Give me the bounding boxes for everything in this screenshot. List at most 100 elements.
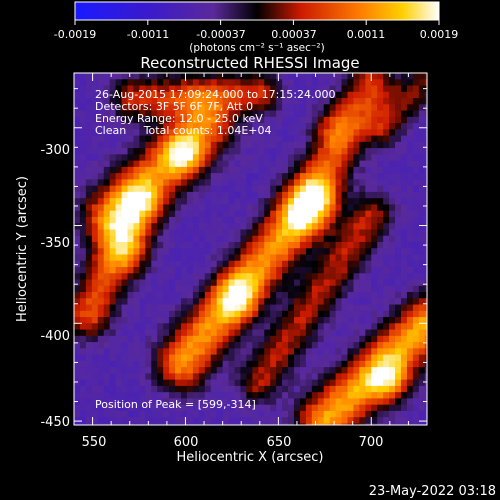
- heatmap-cell: [228, 216, 236, 224]
- heatmap-cell: [252, 285, 259, 293]
- heatmap-cell: [371, 198, 378, 206]
- heatmap-cell: [222, 129, 230, 137]
- heatmap-cell: [175, 379, 182, 387]
- heatmap-cell: [85, 173, 93, 180]
- heatmap-cell: [234, 292, 242, 299]
- y-tick-label: -450: [40, 415, 70, 430]
- heatmap-cell: [395, 110, 402, 118]
- heatmap-cell: [91, 323, 99, 331]
- footer-date: 23-May-2022 03:18: [369, 484, 496, 499]
- heatmap-cell: [258, 298, 265, 306]
- heatmap-cell: [246, 173, 253, 180]
- heatmap-cell: [103, 342, 111, 349]
- heatmap-cell: [192, 98, 200, 105]
- heatmap-cell: [305, 123, 313, 130]
- heatmap-cell: [293, 160, 301, 168]
- heatmap-cell: [371, 285, 378, 293]
- heatmap-cell: [192, 285, 200, 293]
- heatmap-cell: [85, 304, 93, 312]
- heatmap-cell: [365, 79, 372, 87]
- heatmap-cell: [181, 342, 188, 349]
- heatmap-cell: [91, 417, 99, 425]
- heatmap-cell: [377, 235, 384, 243]
- heatmap-cell: [329, 285, 337, 293]
- heatmap-cell: [335, 392, 343, 400]
- heatmap-cell: [353, 266, 360, 274]
- heatmap-cell: [276, 185, 283, 193]
- heatmap-cell: [246, 410, 253, 418]
- heatmap-cell: [377, 254, 384, 262]
- heatmap-cell: [353, 123, 360, 130]
- heatmap-cell: [424, 148, 427, 155]
- heatmap-cell: [181, 248, 188, 256]
- heatmap-cell: [412, 279, 420, 287]
- heatmap-cell: [252, 379, 259, 387]
- heatmap-cell: [246, 235, 253, 243]
- heatmap-cell: [115, 85, 123, 93]
- heatmap-cell: [400, 360, 408, 368]
- heatmap-cell: [347, 273, 355, 281]
- heatmap-cell: [335, 379, 343, 387]
- heatmap-cell: [317, 304, 325, 312]
- heatmap-cell: [389, 410, 396, 418]
- heatmap-cell: [121, 285, 129, 293]
- heatmap-cell: [335, 398, 343, 406]
- heatmap-cell: [103, 210, 111, 218]
- heatmap-cell: [395, 154, 402, 162]
- heatmap-cell: [127, 317, 135, 324]
- heatmap-cell: [299, 241, 307, 249]
- heatmap-cell: [133, 279, 140, 287]
- heatmap-cell: [395, 248, 402, 256]
- heatmap-cell: [377, 260, 384, 268]
- heatmap-cell: [341, 348, 349, 356]
- heatmap-cell: [383, 260, 390, 268]
- heatmap-cell: [234, 329, 242, 337]
- heatmap-cell: [121, 160, 129, 168]
- heatmap-cell: [127, 398, 135, 406]
- heatmap-cell: [157, 417, 164, 425]
- heatmap-cell: [139, 204, 146, 212]
- heatmap-cell: [246, 154, 253, 162]
- heatmap-cell: [234, 135, 242, 143]
- heatmap-cell: [288, 342, 295, 349]
- heatmap-cell: [424, 185, 427, 193]
- heatmap-cell: [192, 342, 200, 349]
- heatmap-cell: [371, 229, 378, 237]
- heatmap-cell: [163, 235, 170, 243]
- heatmap-cell: [288, 85, 295, 93]
- heatmap-cell: [418, 173, 426, 180]
- heatmap-cell: [288, 210, 295, 218]
- heatmap-cell: [383, 279, 390, 287]
- heatmap-cell: [181, 223, 188, 231]
- heatmap-cell: [216, 198, 224, 206]
- heatmap-cell: [323, 110, 331, 118]
- heatmap-cell: [216, 241, 224, 249]
- heatmap-cell: [186, 223, 194, 231]
- heatmap-cell: [341, 285, 349, 293]
- heatmap-cell: [74, 91, 81, 99]
- heatmap-cell: [145, 173, 152, 180]
- heatmap-cell: [406, 79, 414, 87]
- heatmap-cell: [103, 417, 111, 425]
- heatmap-cell: [216, 166, 224, 174]
- heatmap-cell: [389, 235, 396, 243]
- heatmap-cell: [139, 110, 146, 118]
- heatmap-cell: [418, 179, 426, 187]
- colorbar-tick-label: -0.0019: [54, 28, 96, 41]
- heatmap-cell: [91, 367, 99, 374]
- heatmap-cell: [115, 154, 123, 162]
- heatmap-cell: [418, 135, 426, 143]
- heatmap-cell: [264, 392, 271, 400]
- heatmap-cell: [365, 310, 372, 318]
- heatmap-cell: [181, 385, 188, 393]
- heatmap-cell: [145, 241, 152, 249]
- heatmap-cell: [192, 323, 200, 331]
- heatmap-cell: [186, 392, 194, 400]
- heatmap-cell: [103, 310, 111, 318]
- heatmap-cell: [418, 154, 426, 162]
- heatmap-cell: [323, 335, 331, 343]
- heatmap-cell: [424, 342, 427, 349]
- heatmap-cell: [74, 273, 81, 281]
- heatmap-cell: [329, 241, 337, 249]
- heatmap-cell: [133, 129, 140, 137]
